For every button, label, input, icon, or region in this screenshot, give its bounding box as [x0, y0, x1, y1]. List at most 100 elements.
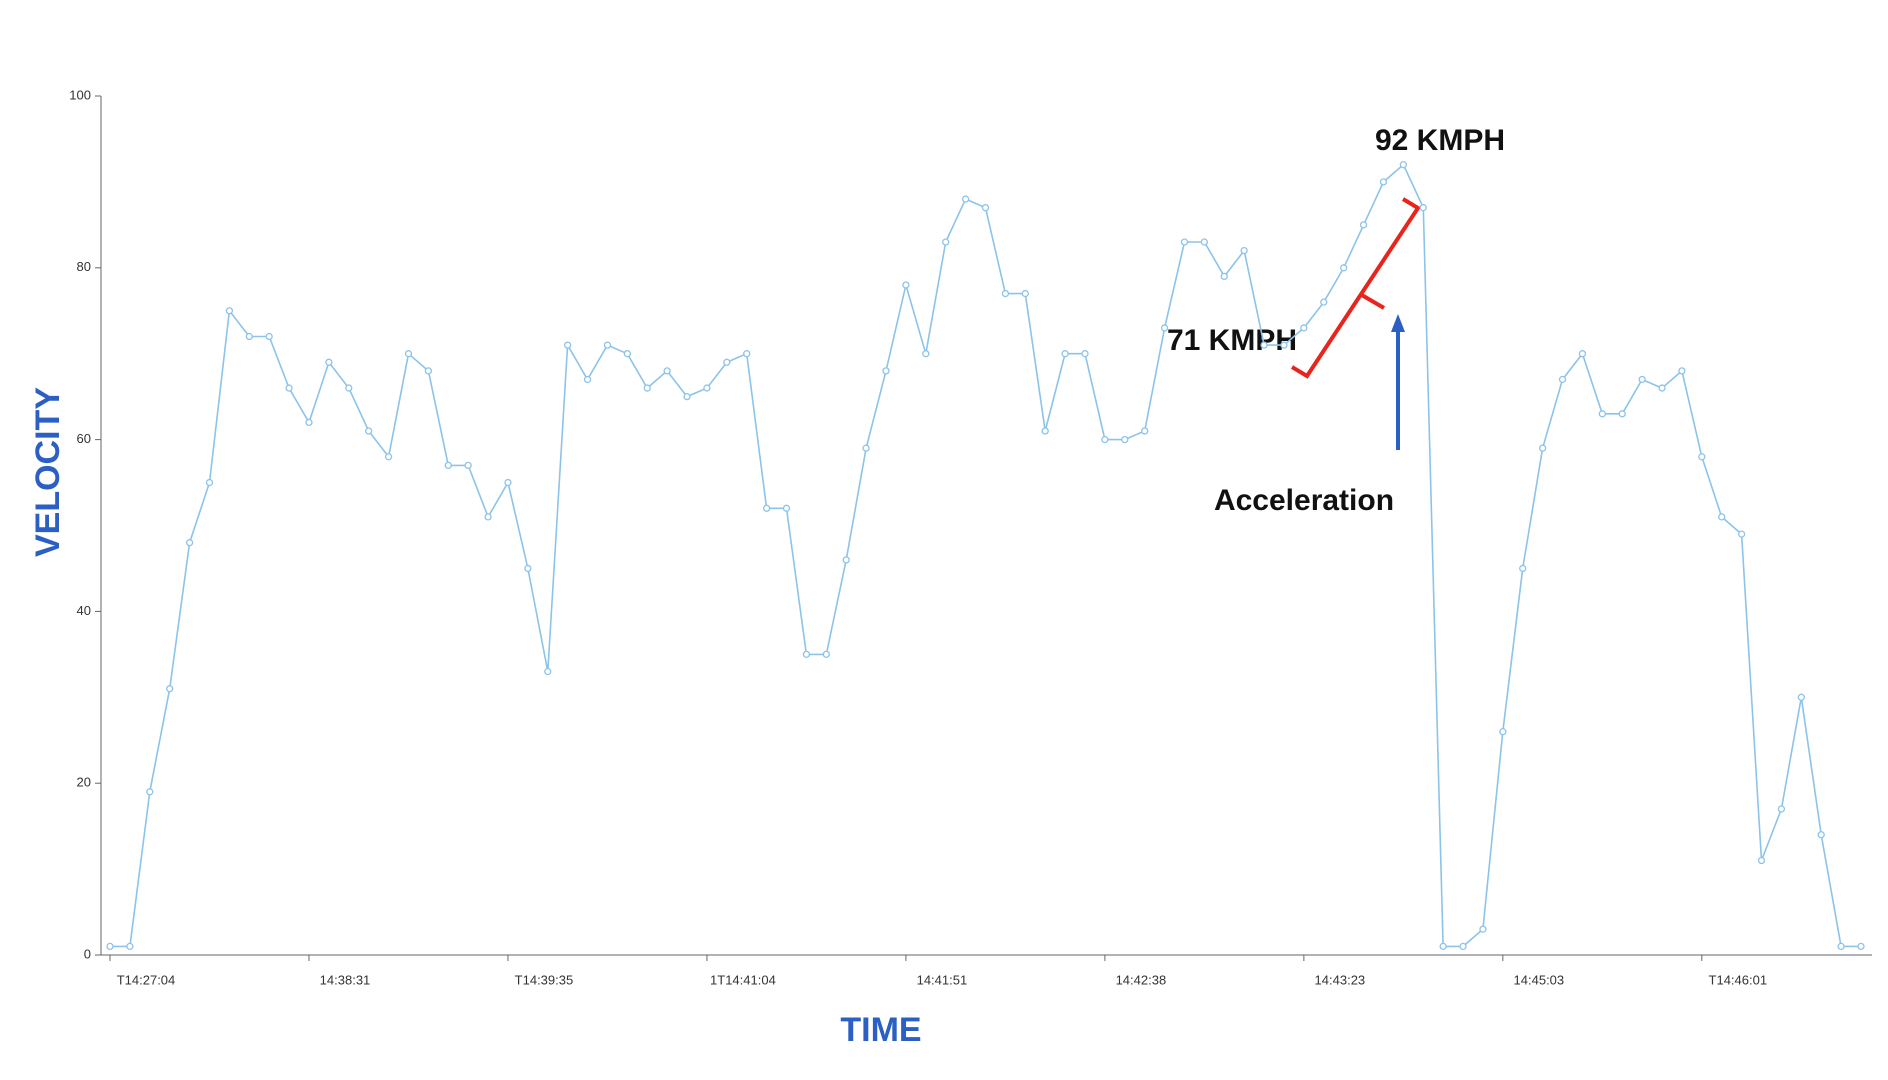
data-point [1200, 238, 1209, 246]
data-point [225, 307, 234, 315]
data-point [1220, 272, 1228, 281]
y-tick-label: 80 [77, 259, 91, 274]
data-point [942, 238, 950, 246]
data-point [1439, 942, 1447, 951]
data-point [743, 350, 751, 358]
data-point [1737, 530, 1746, 538]
data-point [802, 650, 811, 658]
data-point [1180, 238, 1189, 246]
data-point [842, 556, 850, 564]
data-point [1817, 831, 1825, 839]
data-point [384, 453, 393, 461]
data-point [683, 392, 691, 401]
data-point [1777, 805, 1786, 813]
data-point [1379, 178, 1388, 186]
data-point [1101, 435, 1109, 444]
data-point [345, 384, 353, 392]
data-point [166, 685, 174, 693]
y-tick-label: 100 [69, 87, 91, 102]
y-tick-label: 0 [84, 946, 91, 961]
data-point [1638, 375, 1646, 384]
data-point [1041, 427, 1049, 435]
data-point [1061, 350, 1069, 358]
annotation: 92 KMPH [1375, 124, 1505, 157]
data-point [1399, 161, 1408, 169]
data-point [762, 504, 771, 512]
data-point [981, 204, 990, 212]
data-point [1538, 444, 1547, 452]
data-point [484, 513, 492, 521]
y-tick-label: 20 [77, 775, 91, 790]
x-tick-label: 14:43:23 [1315, 972, 1366, 987]
data-point [444, 461, 452, 470]
data-point [126, 942, 134, 951]
y-tick-label: 60 [77, 431, 91, 446]
x-tick-label: 14:42:38 [1116, 972, 1167, 987]
data-point [1340, 264, 1348, 272]
data-point [603, 341, 612, 349]
annotation: 71 KMPH [1167, 324, 1297, 357]
x-tick-label: T14:39:35 [515, 972, 574, 987]
data-point [902, 281, 910, 289]
data-point [1479, 925, 1487, 933]
data-point [643, 384, 651, 392]
data-point [563, 341, 572, 349]
data-point [504, 478, 512, 487]
data-point [1837, 942, 1845, 951]
data-point [1757, 856, 1766, 865]
arrow [1391, 314, 1405, 450]
data-point [1698, 453, 1706, 461]
data-point [1280, 341, 1288, 349]
data-point [325, 358, 333, 366]
data-point [285, 384, 293, 392]
x-axis-title: TIME [840, 1011, 921, 1049]
data-point [1558, 375, 1567, 384]
data-point [305, 418, 313, 427]
x-tick-label: 14:38:31 [320, 972, 371, 987]
data-point [822, 650, 830, 658]
data-point [1021, 289, 1029, 298]
data-point [1300, 324, 1308, 332]
data-point [782, 504, 791, 512]
data-point [723, 358, 731, 366]
data-point [524, 564, 532, 573]
data-point [185, 539, 194, 547]
data-point [1121, 435, 1129, 444]
data-point [544, 667, 552, 676]
data-point [1578, 350, 1587, 358]
data-point [1359, 221, 1368, 229]
data-point [623, 350, 631, 358]
data-point [663, 367, 671, 375]
data-point [1141, 427, 1149, 435]
annotation: Acceleration [1214, 484, 1394, 517]
data-point [1260, 341, 1268, 349]
data-point [1678, 367, 1686, 375]
data-point [205, 478, 214, 487]
x-tick-label: 14:45:03 [1514, 972, 1565, 987]
data-point [265, 332, 273, 341]
data-point [404, 350, 413, 358]
x-tick-label: T14:27:04 [117, 972, 176, 987]
data-point [1001, 289, 1010, 298]
data-point [424, 367, 433, 375]
bracket-line [1290, 197, 1421, 379]
data-point [245, 332, 253, 341]
data-point [862, 444, 870, 452]
data-point [1499, 728, 1507, 736]
data-point [922, 350, 930, 358]
data-point [1658, 384, 1666, 392]
x-tick-label: T14:46:01 [1709, 972, 1768, 987]
data-point [106, 942, 114, 951]
data-point [1797, 693, 1805, 701]
data-point [1618, 410, 1626, 418]
y-axis-title: VELOCITY [29, 387, 67, 557]
bracket [1290, 197, 1421, 379]
data-point [1857, 942, 1865, 951]
data-point [583, 375, 592, 384]
data-point [1240, 246, 1248, 255]
data-point [1718, 513, 1726, 521]
data-point [1320, 298, 1328, 306]
data-point [1519, 564, 1527, 573]
data-point [1160, 324, 1169, 332]
